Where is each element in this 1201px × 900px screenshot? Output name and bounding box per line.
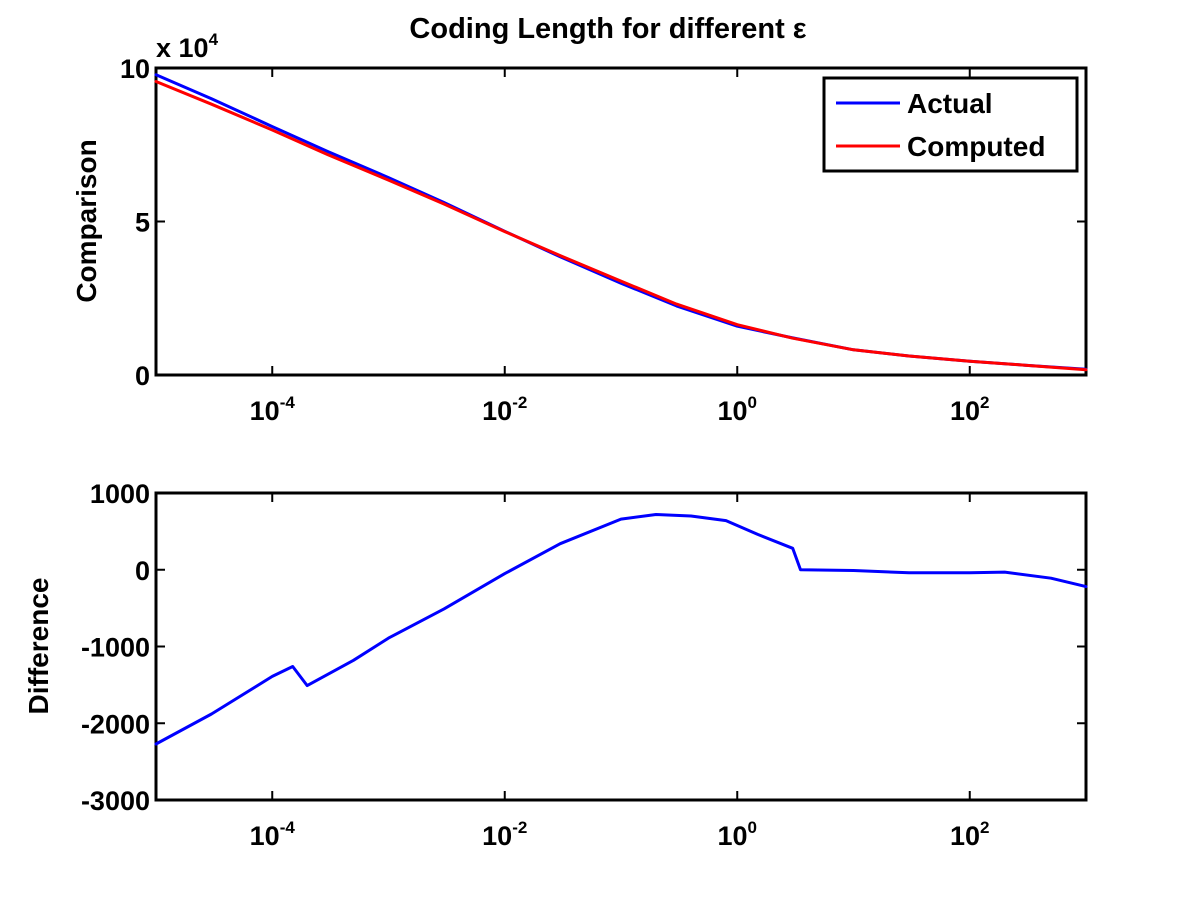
y-multiplier-label: x 104: [156, 30, 219, 63]
difference-y-axis-label: Difference: [23, 578, 54, 715]
difference-x-tick-4-label: 10-4: [250, 818, 296, 851]
difference-y-tick-0-label: 0: [135, 556, 150, 586]
difference-x-tick-2-label: 102: [950, 818, 990, 851]
difference-y-tick-1000-label: -1000: [81, 633, 150, 663]
difference-y-tick-1000-label: 1000: [90, 479, 150, 509]
comparison-y-tick-5-label: 5: [135, 208, 150, 238]
difference-y-tick-2000-label: -2000: [81, 709, 150, 739]
comparison-panel: 10-4 10-2 100 102 0 5 10 x 104 Comparison Act…: [71, 30, 1088, 426]
comparison-x-tick-0-label: 100: [717, 393, 757, 426]
difference-y-tick-3000-label: -3000: [81, 786, 150, 816]
comparison-x-tick-4-label: 10-4: [250, 393, 296, 426]
comparison-tick-marks: [156, 67, 1086, 376]
difference-tick-marks: [156, 492, 1086, 801]
comparison-y-axis-label: Comparison: [71, 139, 102, 302]
difference-panel: 10-4 10-2 100 102 1000 0 -1000 -2000 -3000 Diff…: [23, 479, 1088, 851]
difference-x-tick-2-label: 10-2: [482, 818, 527, 851]
legend: Actual Computed: [822, 76, 1079, 173]
legend-label-computed: Computed: [907, 131, 1045, 162]
comparison-x-tick-2-label: 102: [950, 393, 990, 426]
difference-series-group: [154, 513, 1088, 746]
comparison-x-tick-2-label: 10-2: [482, 393, 527, 426]
comparison-y-tick-labels: 0 5 10: [120, 54, 150, 391]
comparison-y-tick-10-label: 10: [120, 54, 150, 84]
chart-title: Coding Length for different ε: [409, 13, 806, 45]
legend-box: [822, 76, 1079, 173]
comparison-series-computed: [154, 80, 1088, 372]
difference-x-tick-labels: 10-4 10-2 100 102: [250, 818, 990, 851]
difference-y-tick-labels: 1000 0 -1000 -2000 -3000: [81, 479, 150, 816]
comparison-x-tick-labels: 10-4 10-2 100 102: [250, 393, 990, 426]
legend-label-actual: Actual: [907, 88, 993, 119]
comparison-series-group: [154, 73, 1088, 372]
difference-x-tick-0-label: 100: [717, 818, 757, 851]
comparison-y-tick-0-label: 0: [135, 361, 150, 391]
difference-series-line-0: [154, 513, 1088, 746]
